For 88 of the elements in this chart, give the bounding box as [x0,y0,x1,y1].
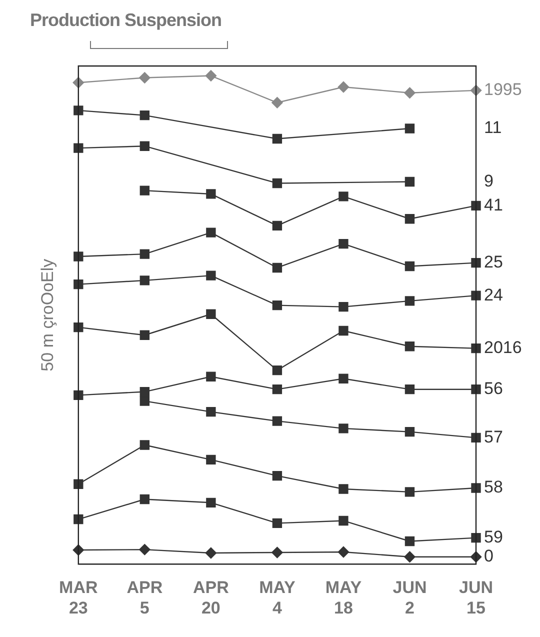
x-tick-label: MAY 18 [325,578,362,618]
point [471,483,481,493]
point [338,374,348,384]
point [206,498,216,508]
x-tick-label: MAY 4 [259,578,296,618]
point [471,532,481,543]
point [338,81,350,93]
point [471,343,481,354]
point [338,192,348,202]
point [272,178,282,188]
point [272,416,282,426]
point [140,440,150,450]
series-label: 59 [484,528,503,547]
point [272,262,282,273]
series-label: 2016 [484,338,522,357]
y-axis-title: 50 m çroOoEly [38,258,57,372]
point [205,70,217,82]
point [338,424,348,434]
point [140,186,150,196]
point [272,384,282,394]
point [140,110,150,120]
series-label: 58 [484,478,503,497]
point [205,547,217,559]
point [338,326,348,336]
point [471,290,481,300]
series-label: 25 [484,252,503,272]
point [74,252,84,262]
point [74,143,84,153]
point [404,342,415,352]
point [471,432,481,443]
point [140,276,150,286]
text: 11 [484,118,502,138]
point [272,220,282,231]
point [338,302,348,312]
point [272,365,282,376]
point [206,406,216,417]
point [404,536,415,546]
point [338,516,348,526]
point [272,300,282,310]
point [206,454,216,465]
point [74,106,84,116]
point [404,487,415,497]
point [338,484,348,494]
series-label: 57 [484,427,503,446]
x-tick-label: APR 5 [126,578,163,618]
point [139,72,150,84]
point [404,296,415,306]
point [404,426,415,437]
point [404,176,415,187]
point [272,546,283,558]
point [206,309,216,319]
point [404,214,415,224]
x-tick-label: JUN 15 [458,578,494,618]
text: 9 [484,171,494,190]
point [140,386,150,397]
point [338,238,348,249]
point [272,134,282,144]
x-tick-label: MAR 23 [59,578,98,618]
point [206,372,216,382]
point [140,330,150,340]
point [272,518,282,528]
point [206,189,216,199]
point [140,494,150,504]
point [471,384,481,394]
point [272,97,283,108]
series-label: 0 [484,546,494,566]
series-label: 41 [484,195,503,214]
point [471,258,481,268]
x-tick-label: JUN 2 [392,578,427,618]
point [206,270,216,280]
point [404,551,416,562]
point [139,544,150,556]
series-label: 56 [484,379,503,398]
series-label: 24 [484,285,503,304]
point [404,261,415,272]
chart-title: Production Suspension [30,10,222,31]
point [272,470,282,481]
point [471,200,481,211]
point [404,384,415,394]
point [140,249,150,259]
point [140,396,150,406]
point [206,228,216,238]
series-label: 1995 [484,80,522,100]
point [404,124,415,134]
point [140,141,150,151]
point [404,87,416,98]
x-tick-label: APR 20 [192,578,229,618]
point [338,546,350,558]
